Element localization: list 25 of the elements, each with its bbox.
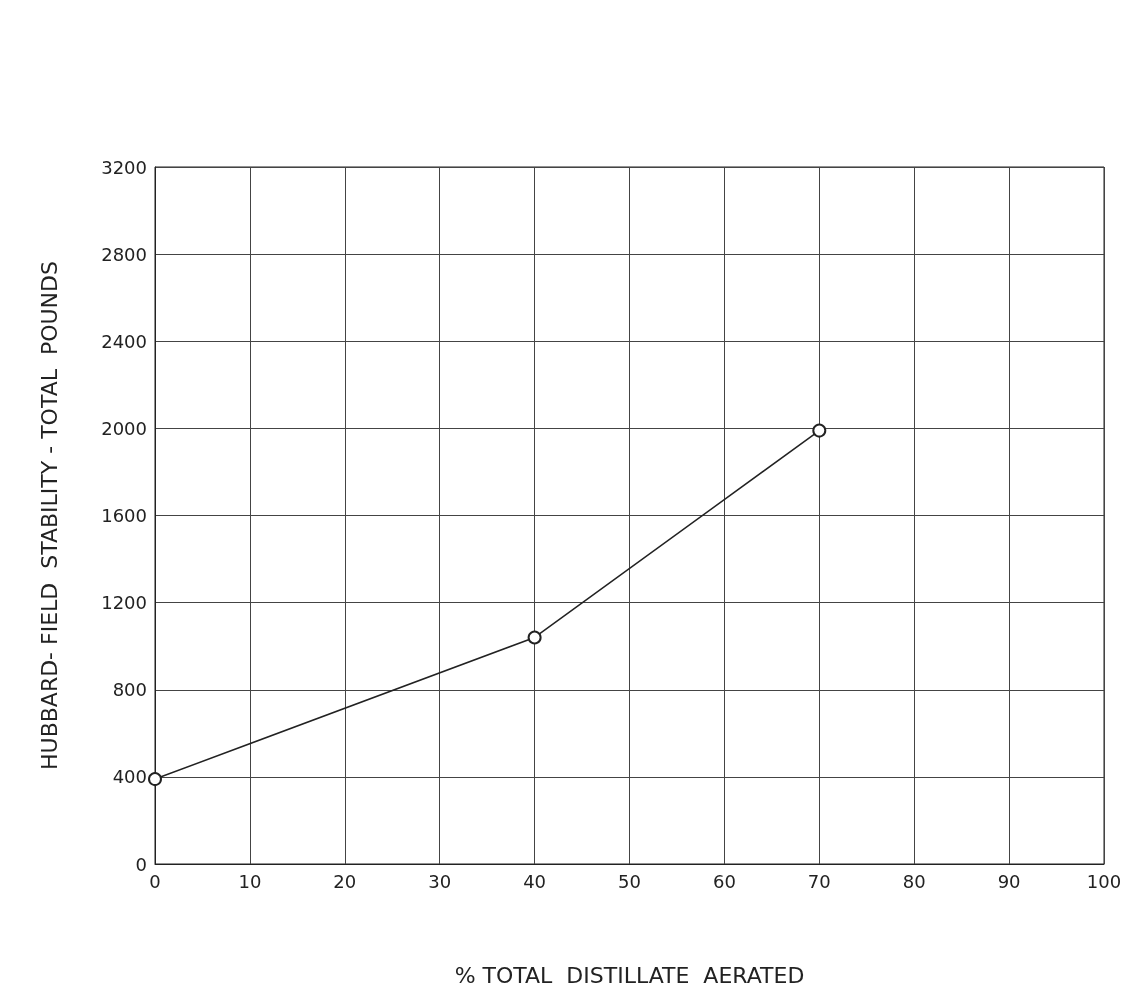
x-tick-label: 90 — [997, 870, 1021, 892]
y-tick-label: 2800 — [101, 243, 147, 265]
y-tick-label: 400 — [112, 766, 147, 788]
x-tick-label: 80 — [902, 870, 926, 892]
x-axis-title: % TOTAL DISTILLATE AERATED — [454, 962, 805, 988]
y-tick-label: 0 — [135, 853, 147, 875]
y-tick-label: 1200 — [101, 592, 147, 614]
y-tick-label: 2000 — [101, 417, 147, 439]
point — [812, 423, 827, 438]
x-tick-label: 0 — [149, 870, 161, 892]
point — [148, 772, 162, 787]
x-tick-label: 60 — [712, 870, 736, 892]
y-tick-label: 3200 — [101, 156, 147, 178]
y-tick-label: 2400 — [101, 330, 147, 352]
x-tick-label: 10 — [238, 870, 262, 892]
x-tick-label: 20 — [333, 870, 357, 892]
y-tick-label: 800 — [112, 679, 147, 701]
x-tick-label: 40 — [523, 870, 547, 892]
x-tick-label: 30 — [428, 870, 452, 892]
point — [527, 630, 542, 645]
y-axis-title: HUBBARD- FIELD STABILITY - TOTAL POUNDS — [36, 261, 62, 770]
x-tick-label: 50 — [618, 870, 641, 892]
x-tick-label: 70 — [807, 870, 831, 892]
y-tick-label: 1600 — [101, 505, 147, 526]
x-tick-label: 100 — [1086, 870, 1122, 892]
